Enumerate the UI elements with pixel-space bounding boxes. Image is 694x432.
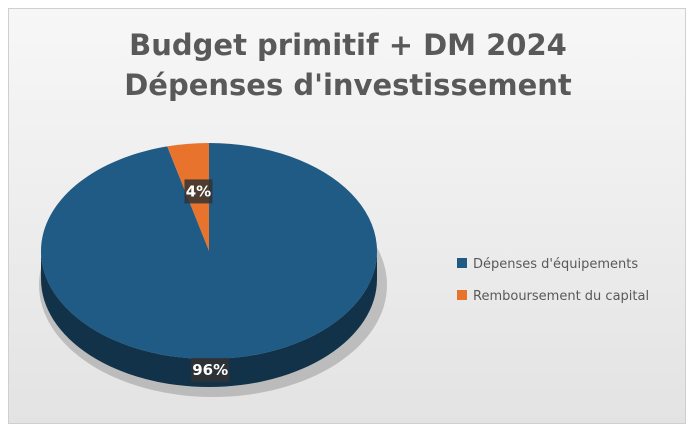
data-label-1: 96% bbox=[192, 361, 228, 379]
chart-title-line-1: Budget primitif + DM 2024 bbox=[129, 28, 567, 62]
legend-swatch-2 bbox=[457, 290, 467, 300]
legend-swatch-1 bbox=[457, 258, 467, 268]
pie-slice-1 bbox=[40, 143, 377, 359]
data-label-2: 4% bbox=[186, 182, 211, 200]
legend-label-2: Remboursement du capital bbox=[473, 289, 649, 304]
legend-label-1: Dépenses d'équipements bbox=[473, 257, 638, 272]
chart-title: Budget primitif + DM 2024 Dépenses d'inv… bbox=[9, 25, 685, 105]
pie-slice-side-1 bbox=[41, 251, 377, 387]
chart-area: Budget primitif + DM 2024 Dépenses d'inv… bbox=[8, 8, 686, 424]
pie-chart: 96% 4% Dépenses d'équipements Remboursement… bbox=[39, 143, 649, 397]
data-label-box-1 bbox=[191, 357, 230, 382]
chart-title-line-2: Dépenses d'investissement bbox=[124, 68, 572, 102]
data-label-box-2 bbox=[184, 179, 213, 204]
